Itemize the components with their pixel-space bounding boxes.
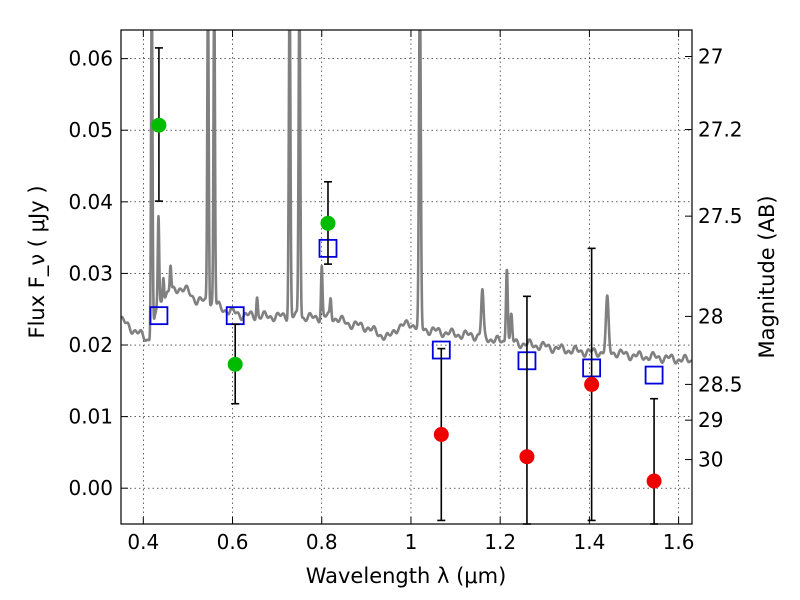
y2-axis-label: Magnitude (AB): [755, 195, 779, 358]
non-detection-point: [519, 449, 535, 465]
x-tick-label: 0.6: [217, 530, 249, 554]
non-detection-point: [433, 427, 449, 443]
y2-tick-label: 30: [698, 448, 723, 472]
y-tick-label: 0.03: [68, 261, 113, 285]
y2-tick-label: 27: [698, 44, 723, 68]
y-tick-label: 0.02: [68, 333, 113, 357]
y-tick-label: 0.01: [68, 405, 113, 429]
photometry-layer: [149, 47, 664, 525]
detection-point: [320, 215, 336, 231]
detection-point: [227, 356, 243, 372]
y2-tick-label: 27.5: [698, 204, 743, 228]
x-tick-label: 1.6: [663, 530, 695, 554]
x-tick-label: 1.4: [573, 530, 605, 554]
y-tick-label: 0.04: [68, 190, 113, 214]
model-photometry-square: [644, 365, 664, 385]
x-tick-label: 1: [405, 530, 418, 554]
x-tick-label: 1.2: [484, 530, 516, 554]
non-detection-point: [584, 376, 600, 392]
x-tick-label: 0.8: [306, 530, 338, 554]
y2-tick-label: 29: [698, 408, 723, 432]
ticks: 0.4 0.6 0.8 1 1.2 1.4 1.6 0.00 0.01 0.02 0.03 0.04 0…: [68, 30, 743, 554]
y2-tick-label: 28: [698, 304, 723, 328]
y2-tick-label: 28.5: [698, 372, 743, 396]
sed-model-layer: [121, 30, 692, 365]
non-detection-point: [646, 473, 662, 489]
y-tick-label: 0.06: [68, 47, 113, 71]
y-tick-label: 0.05: [68, 118, 113, 142]
x-axis-label: Wavelength λ (μm): [306, 564, 507, 588]
sed-model-curve: [121, 30, 692, 365]
model-photometry-square: [149, 306, 169, 326]
y-tick-label: 0.00: [68, 476, 113, 500]
y2-tick-label: 27.2: [698, 118, 743, 142]
y-axis-label: Flux F_ν ( μJy ): [25, 185, 50, 338]
detection-point: [151, 117, 167, 133]
plot-frame: [120, 29, 693, 525]
x-tick-label: 0.4: [127, 530, 159, 554]
